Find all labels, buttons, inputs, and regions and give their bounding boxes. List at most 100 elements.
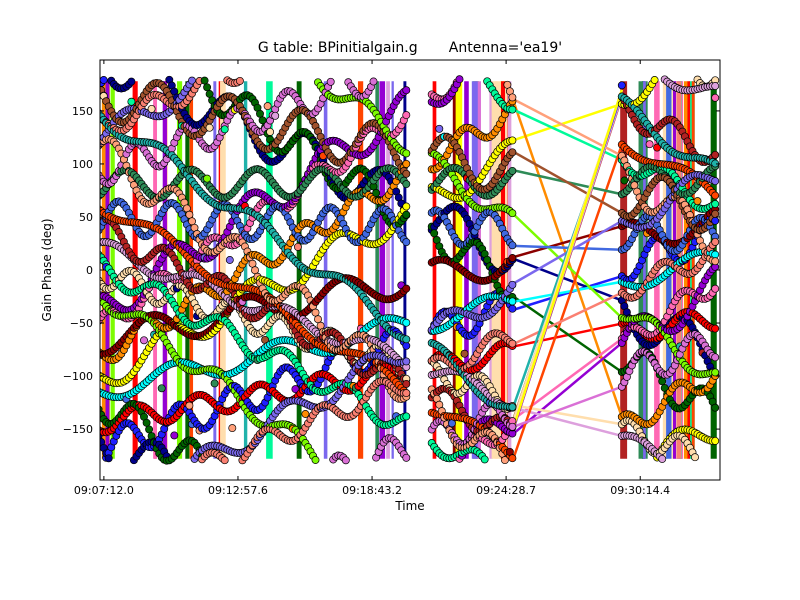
x-tick-label: 09:18:43.2 [342, 484, 402, 497]
data-point [402, 202, 411, 211]
data-point [185, 210, 194, 219]
series-line [512, 102, 623, 142]
data-point [711, 216, 720, 225]
data-point [205, 123, 214, 132]
data-point [100, 79, 101, 81]
data-point [508, 105, 517, 114]
data-point [620, 176, 629, 185]
data-point [210, 379, 219, 388]
data-point [100, 252, 101, 254]
data-point [147, 104, 156, 113]
data-point [711, 177, 720, 186]
data-point [293, 242, 302, 251]
data-point [100, 275, 101, 277]
data-point [402, 341, 411, 350]
data-point [100, 83, 101, 85]
series-line [512, 280, 623, 304]
data-point [157, 384, 166, 393]
y-tick-label: −50 [70, 317, 93, 330]
data-point [100, 170, 101, 172]
data-point [311, 308, 320, 317]
data-point [402, 210, 411, 219]
series-line [512, 89, 624, 429]
chart-title: G table: BPinitialgain.g Antenna='ea19' [258, 40, 562, 56]
data-point [185, 401, 194, 410]
y-tick-label: 0 [86, 264, 93, 277]
data-point [402, 453, 411, 462]
data-point [455, 75, 464, 84]
x-tick-label: 09:30:14.4 [610, 484, 670, 497]
data-point [369, 77, 378, 86]
series-line [512, 274, 623, 312]
data-point [508, 297, 517, 306]
data-point [200, 76, 209, 85]
data-point [402, 86, 411, 95]
data-point [402, 379, 411, 388]
series-line [512, 385, 623, 429]
y-tick-label: 150 [72, 105, 93, 118]
data-point [711, 191, 720, 200]
data-point [100, 389, 101, 392]
data-point [508, 166, 517, 175]
data-point [402, 412, 411, 421]
x-tick-label: 09:24:28.7 [476, 484, 536, 497]
data-point [650, 76, 659, 84]
series-line [512, 150, 623, 215]
data-point [228, 424, 237, 433]
data-point [402, 180, 411, 189]
data-point [508, 241, 517, 250]
data-point [711, 237, 720, 246]
data-point [508, 148, 517, 157]
data-point [100, 429, 101, 431]
data-point [100, 353, 101, 355]
data-point [711, 368, 720, 377]
data-point [100, 361, 101, 363]
data-point [235, 76, 244, 85]
data-point [480, 455, 489, 464]
data-point [693, 197, 702, 206]
data-point [430, 229, 439, 238]
data-point [508, 93, 517, 102]
data-point [311, 456, 320, 464]
data-point [100, 224, 101, 227]
data-point [711, 93, 720, 102]
data-point [508, 136, 517, 145]
data-point [220, 456, 229, 465]
data-point [142, 418, 151, 427]
data-point [203, 83, 212, 92]
y-tick-label: 100 [72, 158, 93, 171]
data-point [508, 209, 517, 218]
data-point [645, 140, 654, 149]
data-point [508, 280, 517, 289]
data-point [100, 76, 108, 84]
y-axis-label: Gain Phase (deg) [40, 218, 54, 321]
data-point [658, 454, 667, 463]
data-point [711, 209, 720, 218]
data-point [100, 118, 101, 120]
data-point [100, 206, 101, 208]
data-point [711, 257, 720, 266]
data-point [402, 335, 411, 344]
data-point [508, 339, 517, 348]
data-point [658, 377, 667, 386]
data-point [100, 148, 101, 150]
data-point [711, 82, 720, 90]
data-point [402, 357, 411, 366]
series-line [513, 244, 622, 251]
data-point [100, 349, 101, 352]
data-point [483, 255, 492, 264]
data-point [100, 242, 101, 244]
data-point [127, 97, 136, 106]
data-point [271, 111, 280, 120]
data-point [145, 425, 154, 434]
data-point [100, 108, 101, 111]
data-point [263, 102, 272, 111]
data-point [372, 189, 381, 197]
data-point [402, 238, 411, 247]
data-point [711, 150, 720, 159]
data-point [711, 436, 720, 445]
data-point [341, 456, 350, 465]
y-tick-label: 50 [79, 211, 93, 224]
